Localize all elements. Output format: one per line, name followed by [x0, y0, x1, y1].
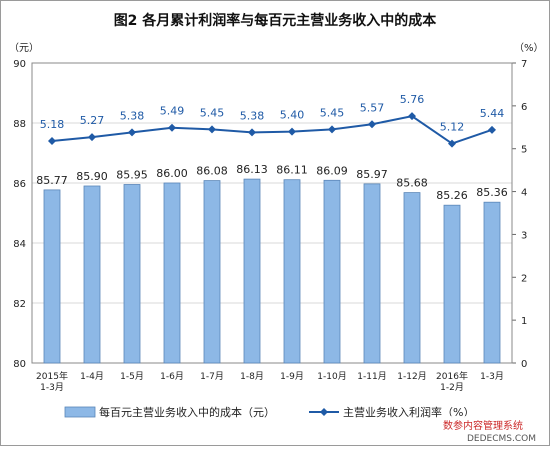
right-tick-label: 3: [521, 230, 527, 241]
bar: [43, 189, 61, 364]
bar-value-label: 86.08: [196, 165, 228, 178]
bar-value-label: 86.00: [156, 167, 188, 180]
line-value-label: 5.45: [320, 106, 345, 119]
chart-title: 图2 各月累计利润率与每百元主营业务收入中的成本: [114, 12, 438, 29]
line-marker: [448, 139, 456, 148]
x-tick-label: 1-4月: [80, 371, 104, 382]
watermark-domain: DEDECMS.COM: [467, 434, 536, 444]
bar-value-label: 86.11: [276, 164, 308, 177]
line-value-label: 5.76: [400, 93, 425, 106]
bar-value-label: 85.26: [436, 189, 468, 202]
bar-value-label: 86.09: [316, 164, 348, 177]
x-tick-label: 1-5月: [120, 371, 144, 382]
line-value-label: 5.27: [80, 114, 105, 127]
line-marker: [248, 128, 256, 137]
bar-value-label: 85.97: [356, 168, 388, 181]
plot-border: [31, 62, 513, 364]
bar: [243, 178, 261, 364]
x-tick-label: 2015年: [36, 370, 68, 382]
bar: [283, 179, 301, 364]
bar-value-label: 85.36: [476, 186, 508, 199]
x-tick-label: 1-11月: [357, 371, 386, 382]
line-value-label: 5.44: [480, 107, 505, 120]
x-tick-label: 2016年: [436, 370, 468, 382]
right-tick-label: 1: [521, 316, 527, 327]
bar: [483, 201, 501, 364]
line-marker: [328, 125, 336, 134]
line-value-label: 5.40: [280, 109, 305, 122]
right-axis-unit: （%）: [514, 42, 544, 54]
bar: [83, 185, 101, 364]
plot-area: 80 82 84 86 88 90 0 1 2 3 4 5 6 7 85.77 85.90 85.95 86.00…: [13, 59, 527, 393]
line-marker: [368, 120, 376, 129]
bar: [163, 182, 181, 364]
line-value-label: 5.38: [120, 109, 145, 122]
line-marker: [208, 125, 216, 134]
right-tick-label: 0: [521, 359, 527, 370]
line-marker: [48, 137, 56, 145]
x-tick-label: 1-12月: [397, 371, 426, 382]
line-marker: [128, 128, 136, 137]
x-tick-label: 1-8月: [240, 371, 264, 382]
left-axis-unit: （元）: [9, 42, 39, 54]
x-tick-label: 1-6月: [160, 371, 184, 382]
line-marker: [168, 123, 176, 132]
line-value-label: 5.45: [200, 106, 225, 119]
left-tick-label: 86: [13, 179, 26, 190]
line-series: [51, 115, 493, 145]
line-marker: [408, 112, 416, 121]
x-tick-label: 1-2月: [440, 382, 464, 393]
right-tick-label: 2: [521, 273, 527, 284]
bar: [323, 179, 341, 364]
line-value-label: 5.57: [360, 101, 385, 114]
bar: [363, 183, 381, 364]
legend-line-label: 主营业务收入利润率（%）: [343, 405, 474, 419]
x-tick-label: 1-3月: [480, 371, 504, 382]
line-marker: [488, 125, 496, 134]
line-value-label: 5.38: [240, 109, 265, 122]
line-marker: [88, 133, 96, 142]
right-tick-label: 5: [521, 145, 527, 156]
line-marker: [288, 127, 296, 136]
bar-value-label: 85.90: [76, 170, 108, 183]
line-value-label: 5.49: [160, 105, 185, 118]
left-tick-label: 90: [13, 59, 26, 70]
legend-bar-swatch: [64, 406, 96, 418]
bar: [203, 180, 221, 364]
bar-value-label: 85.95: [116, 169, 148, 182]
legend-bar-label: 每百元主营业务收入中的成本（元）: [99, 405, 275, 419]
watermark-text: 数参内容管理系统: [443, 419, 523, 432]
line-value-label: 5.18: [40, 118, 65, 131]
bar: [123, 184, 141, 364]
left-tick-label: 88: [13, 119, 26, 130]
x-tick-label: 1-3月: [40, 382, 64, 393]
left-tick-label: 82: [13, 299, 26, 310]
line-value-label: 5.12: [440, 121, 465, 134]
bar: [443, 204, 461, 364]
x-tick-label: 1-7月: [200, 371, 224, 382]
left-tick-label: 84: [13, 239, 26, 250]
bar-value-label: 86.13: [236, 163, 268, 176]
legend-line-marker: [320, 408, 328, 416]
left-tick-label: 80: [13, 359, 26, 370]
x-tick-label: 1-10月: [317, 371, 346, 382]
legend: 每百元主营业务收入中的成本（元） 主营业务收入利润率（%）: [64, 405, 474, 419]
bar-value-label: 85.68: [396, 177, 428, 190]
bar: [403, 192, 421, 364]
right-tick-label: 6: [521, 102, 527, 113]
watermark: 数参内容管理系统 DEDECMS.COM: [439, 416, 549, 445]
right-tick-label: 4: [521, 188, 527, 199]
right-tick-label: 7: [521, 59, 527, 70]
x-tick-label: 1-9月: [280, 371, 304, 382]
bar-value-label: 85.77: [36, 174, 68, 187]
